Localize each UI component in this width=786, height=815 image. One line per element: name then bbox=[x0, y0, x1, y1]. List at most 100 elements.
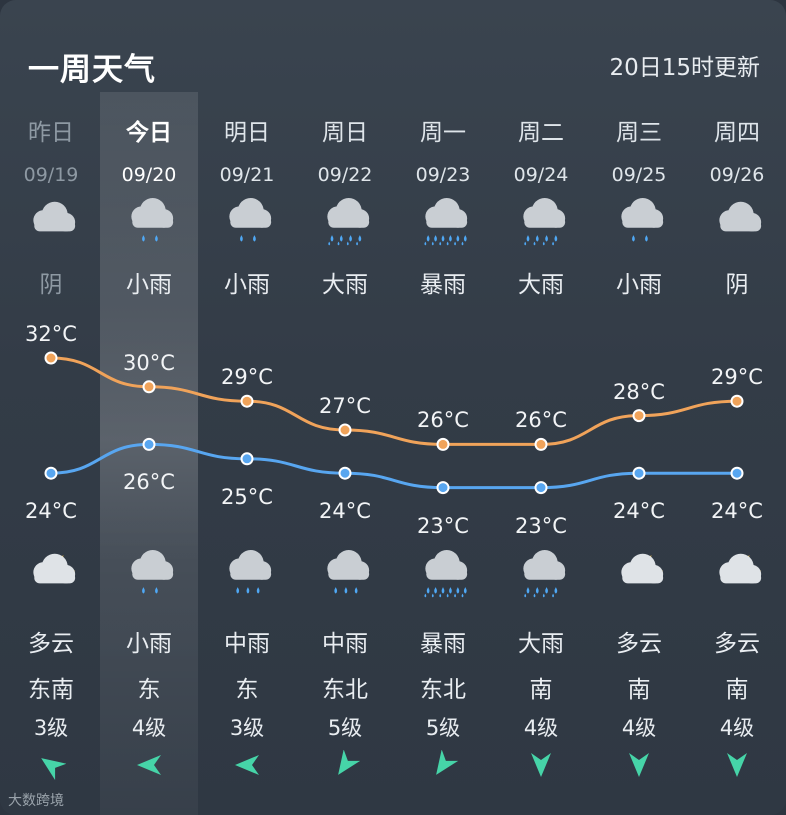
night-condition: 多云 bbox=[616, 631, 662, 657]
heavy-rain-icon bbox=[511, 550, 571, 602]
low-temp-label: 23°C bbox=[515, 513, 567, 538]
day-name: 周四 bbox=[714, 120, 760, 146]
low-temp-point bbox=[534, 481, 548, 495]
wind-level: 4级 bbox=[621, 716, 657, 740]
high-temp-label: 29°C bbox=[711, 365, 763, 390]
heavy-rain-icon bbox=[315, 198, 375, 250]
day-date: 09/23 bbox=[415, 164, 471, 186]
wind-direction: 东 bbox=[137, 677, 161, 703]
high-temp-label: 27°C bbox=[319, 394, 371, 418]
day-column[interactable]: 周三 09/25 小雨 多云 南 4级 bbox=[590, 0, 688, 815]
wind-level: 4级 bbox=[131, 716, 167, 740]
cloud-moon-icon bbox=[609, 550, 669, 602]
moderate-rain-icon bbox=[217, 550, 277, 602]
day-column[interactable]: 周二 09/24 大雨 大雨 南 4级 bbox=[492, 0, 590, 815]
low-temp-point bbox=[142, 437, 156, 451]
low-temp-label: 24°C bbox=[711, 499, 763, 524]
low-temp-point bbox=[730, 466, 744, 480]
wind-direction: 东南 bbox=[28, 677, 74, 703]
update-time: 20日15时更新 bbox=[609, 55, 760, 81]
cloud-moon-icon bbox=[21, 550, 81, 602]
day-column[interactable]: 昨日 09/19 阴 多云 东南 3级 bbox=[2, 0, 100, 815]
day-column[interactable]: 明日 09/21 小雨 中雨 东 3级 bbox=[198, 0, 296, 815]
day-condition: 小雨 bbox=[126, 272, 172, 298]
high-temp-point bbox=[240, 394, 254, 408]
night-condition: 多云 bbox=[714, 631, 760, 657]
watermark: 大数跨境 bbox=[8, 793, 64, 809]
wind-level: 3级 bbox=[33, 716, 69, 740]
day-date: 09/26 bbox=[709, 164, 765, 186]
night-condition: 大雨 bbox=[518, 631, 564, 657]
day-condition: 小雨 bbox=[224, 272, 270, 298]
night-condition: 中雨 bbox=[224, 631, 270, 657]
high-temp-label: 29°C bbox=[221, 365, 273, 390]
day-name: 周一 bbox=[420, 120, 466, 146]
light-rain-icon bbox=[119, 550, 179, 602]
high-temp-label: 28°C bbox=[613, 379, 665, 404]
cloud-icon bbox=[707, 198, 767, 250]
high-temp-point bbox=[534, 437, 548, 451]
rainstorm-icon bbox=[413, 198, 473, 250]
day-date: 09/24 bbox=[513, 164, 569, 186]
wind-direction: 南 bbox=[529, 677, 553, 703]
wind-level: 4级 bbox=[719, 716, 755, 740]
light-rain-icon bbox=[217, 198, 277, 250]
day-date: 09/20 bbox=[121, 164, 177, 186]
day-name: 周三 bbox=[616, 120, 662, 146]
day-column[interactable]: 周日 09/22 大雨 中雨 东北 5级 bbox=[296, 0, 394, 815]
low-temp-label: 24°C bbox=[613, 499, 665, 524]
light-rain-icon bbox=[609, 198, 669, 250]
high-temp-point bbox=[632, 409, 646, 423]
high-temp-point bbox=[436, 437, 450, 451]
day-condition: 大雨 bbox=[322, 272, 368, 298]
day-name: 今日 bbox=[126, 120, 172, 146]
day-name: 周二 bbox=[518, 120, 564, 146]
low-temp-point bbox=[632, 466, 646, 480]
day-condition: 暴雨 bbox=[420, 272, 466, 298]
heavy-rain-icon bbox=[511, 198, 571, 250]
night-condition: 多云 bbox=[28, 631, 74, 657]
day-name: 周日 bbox=[322, 120, 368, 146]
day-name: 明日 bbox=[224, 120, 270, 146]
low-temp-label: 26°C bbox=[123, 470, 175, 495]
wind-direction: 东北 bbox=[322, 677, 368, 703]
day-date: 09/21 bbox=[219, 164, 275, 186]
night-condition: 小雨 bbox=[126, 631, 172, 657]
high-temp-label: 30°C bbox=[123, 350, 175, 375]
day-date: 09/22 bbox=[317, 164, 373, 186]
wind-level: 5级 bbox=[425, 716, 461, 740]
day-column[interactable]: 周一 09/23 暴雨 暴雨 东北 5级 bbox=[394, 0, 492, 815]
wind-arrow-east-icon bbox=[134, 750, 164, 780]
cloud-icon bbox=[21, 198, 81, 250]
low-temp-point bbox=[436, 481, 450, 495]
night-condition: 中雨 bbox=[322, 631, 368, 657]
wind-arrow-southeast-icon bbox=[36, 750, 67, 781]
day-condition: 小雨 bbox=[616, 272, 662, 298]
day-condition: 大雨 bbox=[518, 272, 564, 298]
day-column[interactable]: 周四 09/26 阴 多云 南 4级 bbox=[688, 0, 786, 815]
low-temp-label: 24°C bbox=[319, 499, 371, 524]
wind-direction: 南 bbox=[725, 677, 749, 703]
wind-direction: 南 bbox=[627, 677, 651, 703]
wind-level: 5级 bbox=[327, 716, 363, 740]
night-condition: 暴雨 bbox=[420, 631, 466, 657]
day-date: 09/25 bbox=[611, 164, 667, 186]
wind-arrow-south-icon bbox=[624, 750, 654, 780]
high-temp-point bbox=[338, 423, 352, 437]
day-column[interactable]: 今日 09/20 小雨 小雨 东 4级 bbox=[100, 0, 198, 815]
low-temp-point bbox=[240, 452, 254, 466]
day-condition: 阴 bbox=[39, 272, 63, 298]
low-temp-point bbox=[338, 466, 352, 480]
light-rain-icon bbox=[119, 198, 179, 250]
high-temp-label: 26°C bbox=[515, 408, 567, 433]
wind-direction: 东北 bbox=[420, 677, 466, 703]
day-condition: 阴 bbox=[725, 272, 749, 298]
wind-direction: 东 bbox=[235, 677, 259, 703]
low-temp-point bbox=[44, 466, 58, 480]
wind-arrow-northeast-icon bbox=[428, 749, 459, 780]
day-name: 昨日 bbox=[28, 120, 74, 146]
high-temp-label: 32°C bbox=[25, 322, 77, 346]
day-date: 09/19 bbox=[23, 164, 79, 186]
